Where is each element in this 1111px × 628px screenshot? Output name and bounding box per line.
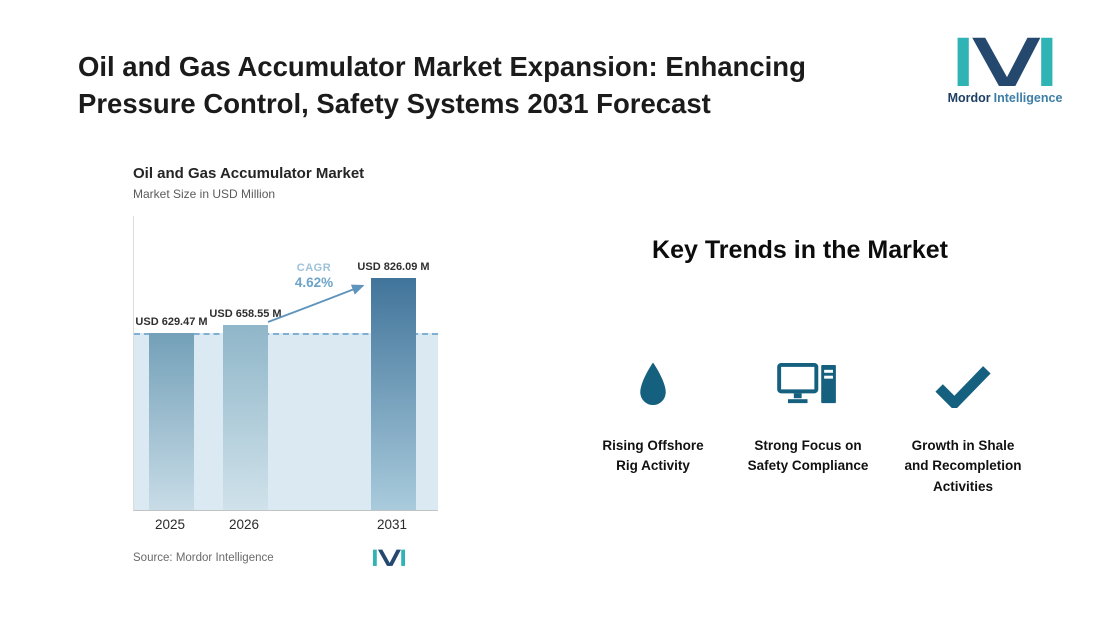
- bar-rect-2025: [149, 333, 194, 510]
- mordor-intelligence-mini-logo-icon: [373, 549, 405, 566]
- brand-name-light: Intelligence: [993, 91, 1063, 105]
- trend-label: Rising Offshore Rig Activity: [602, 438, 704, 474]
- trend-icon-box: [934, 352, 992, 408]
- trend-items: Rising Offshore Rig Activity Strong Focu…: [578, 352, 1038, 497]
- desktop-computer-icon: [776, 363, 836, 404]
- water-drop-icon: [640, 362, 666, 406]
- chart-title: Oil and Gas Accumulator Market: [133, 165, 365, 182]
- source-text: Source: Mordor Intelligence: [133, 551, 274, 564]
- trend-icon-box: [636, 352, 670, 408]
- page-title-line1: Oil and Gas Accumulator Market Expansion…: [78, 51, 806, 82]
- x-label-2031: 2031: [376, 517, 408, 532]
- chart-source-row: Source: Mordor Intelligence: [133, 549, 405, 566]
- trends-heading: Key Trends in the Market: [652, 236, 948, 264]
- market-size-chart: Oil and Gas Accumulator Market Market Si…: [133, 165, 438, 566]
- bar-value-label: USD 629.47 M: [135, 316, 208, 328]
- trend-label: Growth in Shale and Recompletion Activit…: [904, 438, 1022, 494]
- brand-name-bold: Mordor: [947, 91, 991, 105]
- trend-item-safety-compliance: Strong Focus on Safety Compliance: [738, 352, 878, 497]
- mordor-intelligence-logo-icon: [957, 37, 1053, 86]
- chart-plot-area: USD 629.47 M USD 658.55 M USD 826.09 M C…: [133, 216, 438, 511]
- brand-name: Mordor Intelligence: [946, 91, 1064, 105]
- bar-value-label: USD 826.09 M: [357, 261, 430, 273]
- bar-rect-2031: [371, 278, 416, 510]
- trend-icon-box: [776, 352, 840, 408]
- bar-2031: USD 826.09 M: [357, 261, 430, 510]
- trend-label: Strong Focus on Safety Compliance: [747, 438, 869, 474]
- page-title: Oil and Gas Accumulator Market Expansion…: [78, 48, 923, 123]
- trend-item-offshore-rig: Rising Offshore Rig Activity: [578, 352, 728, 497]
- bar-rect-2026: [223, 325, 268, 510]
- x-label-2025: 2025: [154, 517, 186, 532]
- cagr-annotation: CAGR 4.62%: [286, 262, 342, 290]
- cagr-value: 4.62%: [294, 275, 334, 290]
- chart-subtitle: Market Size in USD Million: [133, 187, 276, 201]
- x-label-2026: 2026: [228, 517, 260, 532]
- cagr-label: CAGR: [296, 262, 332, 274]
- x-axis: 2025 2026 2031: [133, 511, 438, 537]
- bar-2025: USD 629.47 M: [135, 316, 208, 510]
- trend-item-shale-recompletion: Growth in Shale and Recompletion Activit…: [888, 352, 1038, 497]
- bar-value-label: USD 658.55 M: [209, 308, 282, 320]
- bar-2026: USD 658.55 M: [209, 308, 282, 510]
- brand-logo: Mordor Intelligence: [946, 36, 1064, 105]
- page-title-line2: Pressure Control, Safety Systems 2031 Fo…: [78, 88, 711, 120]
- checkmark-icon: [935, 366, 991, 408]
